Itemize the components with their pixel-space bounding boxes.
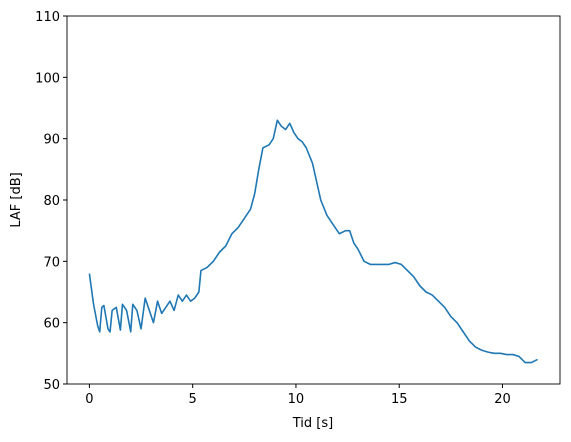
y-tick-label: 70 [43,255,60,270]
y-tick-label: 80 [43,194,60,209]
y-tick-label: 110 [35,10,60,25]
y-tick-label: 90 [43,133,60,148]
x-tick-label: 20 [494,392,511,407]
x-axis-label: Tid [s] [292,416,333,431]
y-axis-label: LAF [dB] [9,172,24,227]
x-tick-label: 10 [288,392,305,407]
y-tick-label: 50 [43,378,60,393]
plot-frame [66,15,561,385]
x-tick-label: 0 [85,392,93,407]
x-tick-label: 15 [391,392,408,407]
x-tick-label: 5 [189,392,197,407]
y-tick-label: 60 [43,317,60,332]
data-line [88,119,538,364]
y-tick-label: 100 [35,71,60,86]
